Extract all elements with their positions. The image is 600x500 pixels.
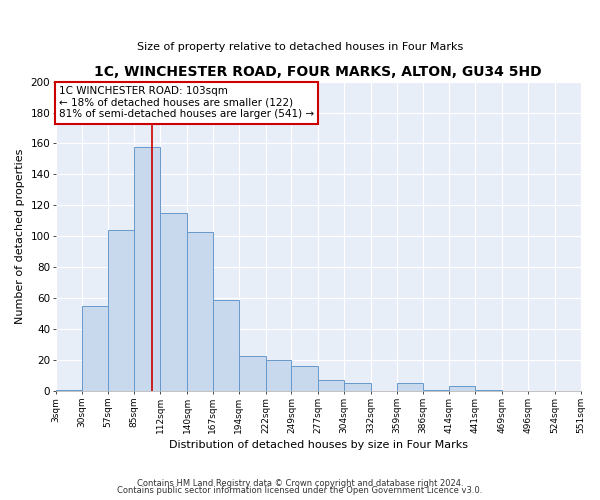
Bar <box>422 390 449 391</box>
Bar <box>266 360 292 391</box>
Bar <box>56 390 82 391</box>
Y-axis label: Number of detached properties: Number of detached properties <box>15 148 25 324</box>
Bar <box>397 384 422 391</box>
Bar <box>213 300 239 391</box>
Bar <box>187 232 213 391</box>
Bar <box>239 356 266 391</box>
Bar <box>134 146 160 391</box>
Bar <box>449 386 475 391</box>
Bar <box>82 306 107 391</box>
Text: Size of property relative to detached houses in Four Marks: Size of property relative to detached ho… <box>137 42 463 52</box>
Text: 1C WINCHESTER ROAD: 103sqm
← 18% of detached houses are smaller (122)
81% of sem: 1C WINCHESTER ROAD: 103sqm ← 18% of deta… <box>59 86 314 120</box>
Bar <box>344 384 371 391</box>
Bar <box>318 380 344 391</box>
Bar <box>292 366 318 391</box>
Text: Contains public sector information licensed under the Open Government Licence v3: Contains public sector information licen… <box>118 486 482 495</box>
Bar <box>107 230 134 391</box>
Bar <box>475 390 502 391</box>
Text: Contains HM Land Registry data © Crown copyright and database right 2024.: Contains HM Land Registry data © Crown c… <box>137 478 463 488</box>
Title: 1C, WINCHESTER ROAD, FOUR MARKS, ALTON, GU34 5HD: 1C, WINCHESTER ROAD, FOUR MARKS, ALTON, … <box>94 65 542 79</box>
X-axis label: Distribution of detached houses by size in Four Marks: Distribution of detached houses by size … <box>169 440 467 450</box>
Bar <box>160 213 187 391</box>
